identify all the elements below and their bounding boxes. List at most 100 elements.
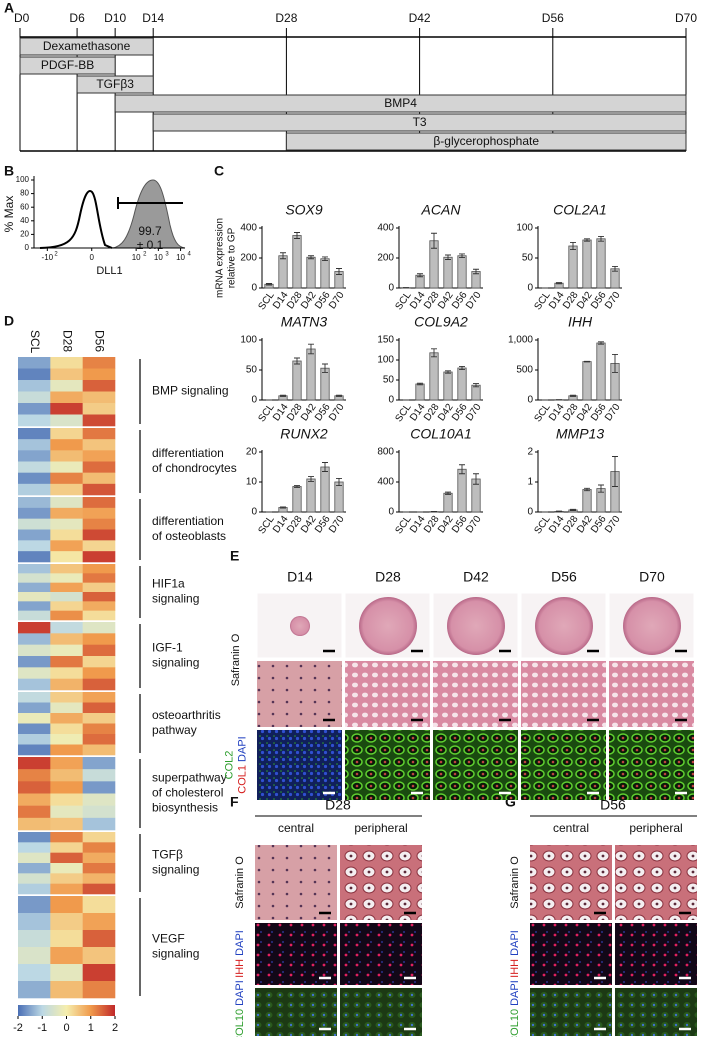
- heatmap-cell: [82, 883, 116, 895]
- row-label-word: DAPI: [234, 930, 246, 956]
- error-bar: [417, 382, 423, 386]
- y-tick-label: 0: [388, 395, 394, 406]
- heatmap-cell: [18, 964, 51, 982]
- ihh-image: [615, 923, 697, 985]
- bar: [320, 367, 330, 401]
- timeline-tick-label: D14: [142, 11, 164, 25]
- heatmap-cell: [82, 592, 116, 602]
- heatmap-cell: [82, 667, 116, 679]
- bar: [582, 239, 592, 289]
- heatmap-cell: [18, 896, 51, 914]
- bar: [457, 255, 467, 289]
- pathway-label: signaling: [152, 592, 199, 606]
- heatmap-cell: [18, 873, 51, 884]
- column-label: central: [553, 821, 589, 835]
- chart-axes: [537, 338, 622, 401]
- error-bar: [294, 357, 300, 365]
- chart-title: RUNX2: [280, 426, 328, 442]
- row-label-word: COL2: [223, 751, 235, 780]
- pellet: [623, 597, 681, 655]
- error-bar: [431, 232, 437, 249]
- heatmap-cell: [18, 702, 51, 714]
- treatment-bar: [114, 94, 687, 113]
- y-tick-label: 20: [246, 447, 258, 458]
- heatmap-cell: [82, 873, 116, 884]
- heatmap-cell: [18, 832, 51, 843]
- pellet: [535, 597, 593, 655]
- error-bar: [584, 360, 590, 363]
- y-axis-label: % Max: [2, 196, 16, 233]
- treatment-bar: [19, 56, 116, 75]
- heatmap-cell: [50, 832, 83, 843]
- pellet: [359, 597, 417, 655]
- heatmap-cell: [82, 863, 116, 874]
- immunofluorescence-image: [521, 730, 606, 800]
- column-label: central: [278, 821, 314, 835]
- heatmap-cell: [82, 757, 116, 770]
- row-label-word: DAPI: [236, 736, 248, 762]
- error-bar: [459, 253, 465, 258]
- heatmap-cell: [82, 564, 116, 574]
- bar: [582, 489, 592, 513]
- heatmap-cell: [82, 551, 116, 563]
- chart-title: IHH: [568, 314, 593, 330]
- error-bar: [431, 348, 437, 358]
- heatmap-cell: [50, 913, 83, 931]
- heatmap-cell: [50, 461, 83, 473]
- y-tick-label: 50: [383, 375, 395, 386]
- y-tick-label: 400: [240, 223, 257, 234]
- row-label: COL1 DAPI: [236, 736, 248, 794]
- heatmap-cell: [82, 852, 116, 864]
- y-tick-label: 0: [527, 507, 533, 518]
- heatmap-cell: [18, 981, 51, 999]
- column-label: D14: [287, 569, 313, 585]
- x-tick-exponent: 3: [165, 252, 169, 258]
- row-label-word: DAPI: [509, 980, 521, 1006]
- heatmap-cell: [82, 644, 116, 657]
- heatmap-cell: [50, 644, 83, 657]
- heatmap-cell: [82, 842, 116, 853]
- row-label: COL2: [223, 751, 235, 780]
- pathway-label: BMP signaling: [152, 384, 229, 398]
- column-label: D56: [551, 569, 577, 585]
- pellet: [447, 597, 505, 655]
- y-tick-label: 100: [377, 355, 394, 366]
- y-tick-label: 200: [377, 253, 394, 264]
- chart-axes: [398, 226, 483, 289]
- y-tick-label: 200: [240, 253, 257, 264]
- timeline-tick-label: D0: [14, 11, 30, 25]
- heatmap-cell: [82, 601, 116, 611]
- error-bar: [336, 477, 342, 487]
- panel-label: A: [4, 0, 14, 16]
- x-tick-label: D70: [327, 290, 347, 312]
- x-tick-label: -10: [42, 253, 54, 262]
- timeline-tick-label: D6: [69, 11, 85, 25]
- y-tick-label: 800: [377, 447, 394, 458]
- error-bar: [556, 282, 562, 285]
- bar: [457, 367, 467, 401]
- heatmap-cell: [50, 540, 83, 552]
- heatmap-cell: [82, 817, 116, 831]
- x-tick-exponent: 2: [54, 252, 58, 258]
- x-tick-label: D70: [603, 290, 623, 312]
- y-tick-label: 1,000: [508, 335, 533, 346]
- x-tick-exponent: 4: [188, 252, 192, 258]
- pathway-label: osteoarthritis: [152, 708, 221, 722]
- y-tick-label: 100: [516, 223, 533, 234]
- bar: [306, 256, 316, 289]
- heatmap-cell: [18, 518, 51, 530]
- chart-axes: [261, 338, 346, 401]
- safranin-zoom-image: [345, 661, 430, 727]
- ihh-image: [340, 923, 422, 985]
- x-tick-label: 0: [90, 253, 95, 262]
- treatment-label: T3: [413, 115, 427, 129]
- error-bar: [280, 506, 286, 509]
- heatmap-cell: [50, 507, 83, 519]
- error-bar: [459, 365, 465, 371]
- heatmap-cell: [82, 540, 116, 552]
- heatmap-cell: [18, 913, 51, 931]
- heatmap-cell: [50, 805, 83, 819]
- heatmap-cell: [82, 769, 116, 782]
- heatmap-cell: [50, 551, 83, 563]
- safranin-zoom-image: [257, 661, 342, 727]
